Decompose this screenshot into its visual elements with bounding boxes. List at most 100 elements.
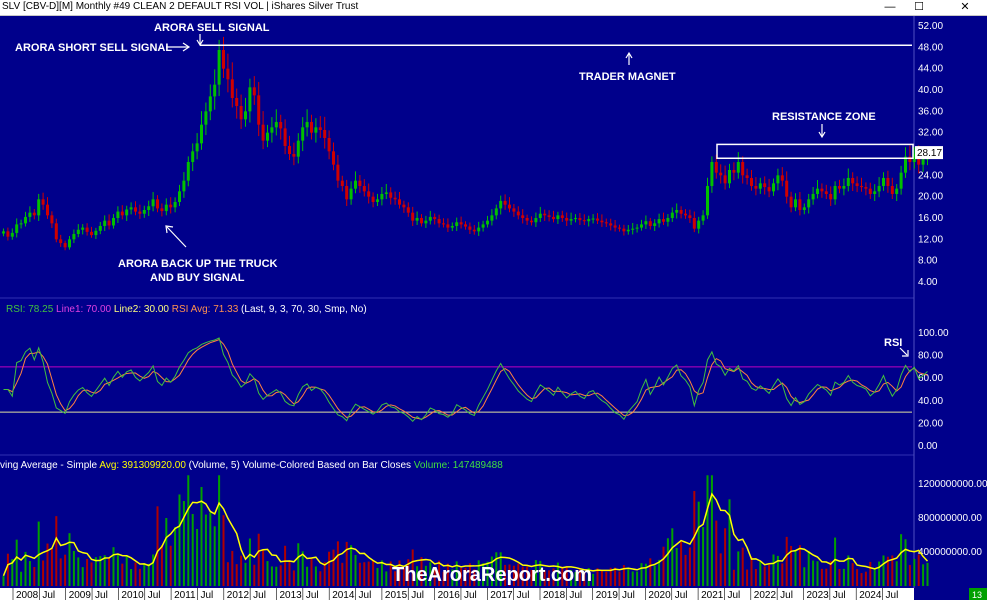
- candle-body: [279, 122, 283, 129]
- candle-body: [129, 207, 133, 210]
- volume-bar: [482, 563, 485, 586]
- candle-body: [846, 178, 850, 186]
- maximize-button[interactable]: ☐: [914, 1, 924, 13]
- candle-body: [794, 199, 797, 208]
- minimize-button[interactable]: —: [884, 1, 896, 13]
- candle-body: [855, 183, 859, 186]
- price-tick-label: 52.00: [918, 21, 943, 32]
- candle-body: [235, 98, 239, 106]
- x-axis-strip: [0, 588, 914, 600]
- candle-body: [442, 223, 445, 225]
- x-tick-label: 2014: [332, 590, 355, 600]
- candle-body: [310, 122, 313, 133]
- candle-body: [261, 124, 265, 141]
- volume-bar: [341, 562, 344, 586]
- candle-body: [120, 211, 124, 216]
- candle-body: [512, 208, 516, 212]
- rsi-tick-label: 0.00: [918, 441, 938, 452]
- close-button[interactable]: ✕: [960, 1, 970, 13]
- volume-bar: [196, 528, 199, 586]
- volume-bar: [710, 475, 713, 586]
- candle-body: [516, 211, 520, 216]
- volume-bar: [820, 568, 823, 586]
- candle-body: [6, 231, 10, 237]
- candle-body: [349, 188, 353, 200]
- candle-body: [296, 140, 300, 157]
- candle-body: [32, 212, 36, 216]
- volume-bar: [490, 556, 493, 586]
- candle-body: [899, 172, 903, 189]
- x-tick-label: Jul: [517, 590, 530, 600]
- volume-bar: [600, 570, 603, 586]
- volume-bar: [429, 562, 432, 586]
- rsi-axis: 100.00 80.00 60.00 40.00 20.00 0.00: [918, 328, 949, 452]
- candle-body: [692, 218, 696, 229]
- rsi-line: [3, 337, 928, 423]
- volume-bar: [46, 543, 49, 586]
- x-tick-label: Jul: [569, 590, 582, 600]
- candle-body: [534, 218, 538, 223]
- chart-area[interactable]: [0, 16, 987, 600]
- candle-body: [503, 200, 507, 205]
- volume-bar: [900, 534, 903, 586]
- x-tick-label: 2024: [859, 590, 882, 600]
- volume-bar: [702, 527, 705, 586]
- short-sell-annotation: ARORA SHORT SELL SIGNAL: [15, 42, 172, 54]
- rsi-legend-value: RSI: 78.25: [6, 304, 54, 315]
- volume-bar: [336, 541, 339, 586]
- volume-bar: [464, 567, 467, 586]
- volume-bar: [693, 491, 696, 586]
- candle-body: [182, 180, 186, 192]
- candle-body: [521, 215, 525, 218]
- candle-body: [455, 222, 459, 226]
- volume-bar: [266, 561, 269, 586]
- volume-bar: [389, 561, 392, 586]
- volume-bar: [790, 545, 793, 586]
- candle-body: [151, 199, 155, 207]
- candle-body: [424, 220, 428, 224]
- volume-bar: [253, 564, 256, 586]
- volume-bar: [332, 549, 335, 586]
- candle-body: [266, 132, 269, 141]
- volume-bar: [614, 567, 617, 586]
- volume-bar: [622, 565, 625, 586]
- volume-bar: [187, 475, 190, 586]
- x-tick-label: Jul: [727, 590, 740, 600]
- candle-body: [494, 208, 498, 216]
- price-tick-label: 36.00: [918, 106, 943, 117]
- candle-body: [631, 228, 635, 230]
- x-tick-label: 2012: [227, 590, 250, 600]
- candle-body: [684, 213, 687, 216]
- volume-bar: [754, 569, 757, 586]
- volume-bar: [671, 528, 674, 586]
- volume-bar: [218, 475, 221, 586]
- volume-bar: [759, 561, 762, 586]
- candle-body: [719, 172, 723, 176]
- candle-body: [305, 122, 309, 128]
- volume-bar: [504, 564, 507, 586]
- candle-body: [556, 215, 560, 220]
- candle-body: [499, 200, 503, 209]
- volume-bar: [446, 563, 449, 586]
- candle-body: [125, 209, 129, 216]
- volume-bar: [297, 543, 300, 586]
- volume-bar: [433, 568, 436, 586]
- candle-body: [257, 95, 261, 125]
- candle-body: [613, 225, 617, 228]
- volume-bar: [116, 553, 119, 586]
- volume-bar: [543, 570, 546, 586]
- candle-body: [464, 224, 467, 227]
- volume-bar: [706, 475, 709, 586]
- chart-svg[interactable]: 52.0048.0044.0040.0036.0032.0028.0024.00…: [0, 16, 987, 600]
- volume-bar: [94, 557, 97, 586]
- candle-body: [833, 186, 837, 200]
- candle-body: [371, 196, 375, 202]
- volume-bar: [125, 555, 128, 586]
- candle-body: [90, 231, 93, 236]
- price-tick-label: 24.00: [918, 170, 943, 181]
- volume-bar: [130, 569, 133, 586]
- volume-bar: [834, 537, 837, 586]
- volume-bar: [807, 550, 810, 586]
- candle-body: [596, 218, 599, 221]
- volume-bar: [798, 545, 801, 586]
